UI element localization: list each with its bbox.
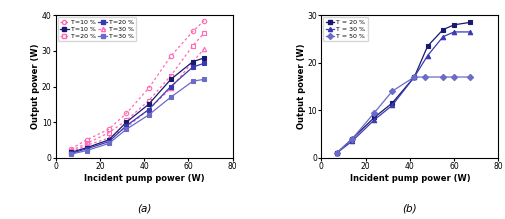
- Legend: T=10 %, T=10 %, T=20 %, T=20 %, T=30 %, T=30 %: T=10 %, T=10 %, T=20 %, T=20 %, T=30 %, …: [58, 17, 136, 41]
- Text: (b): (b): [402, 204, 416, 214]
- Y-axis label: Output power (W): Output power (W): [31, 44, 40, 129]
- Text: (a): (a): [137, 204, 151, 214]
- X-axis label: Incident pump power (W): Incident pump power (W): [349, 174, 469, 183]
- X-axis label: Incident pump power (W): Incident pump power (W): [84, 174, 204, 183]
- Y-axis label: Output power (W): Output power (W): [296, 44, 306, 129]
- Legend: T = 20 %, T = 30 %, T = 50 %: T = 20 %, T = 30 %, T = 50 %: [323, 17, 367, 41]
